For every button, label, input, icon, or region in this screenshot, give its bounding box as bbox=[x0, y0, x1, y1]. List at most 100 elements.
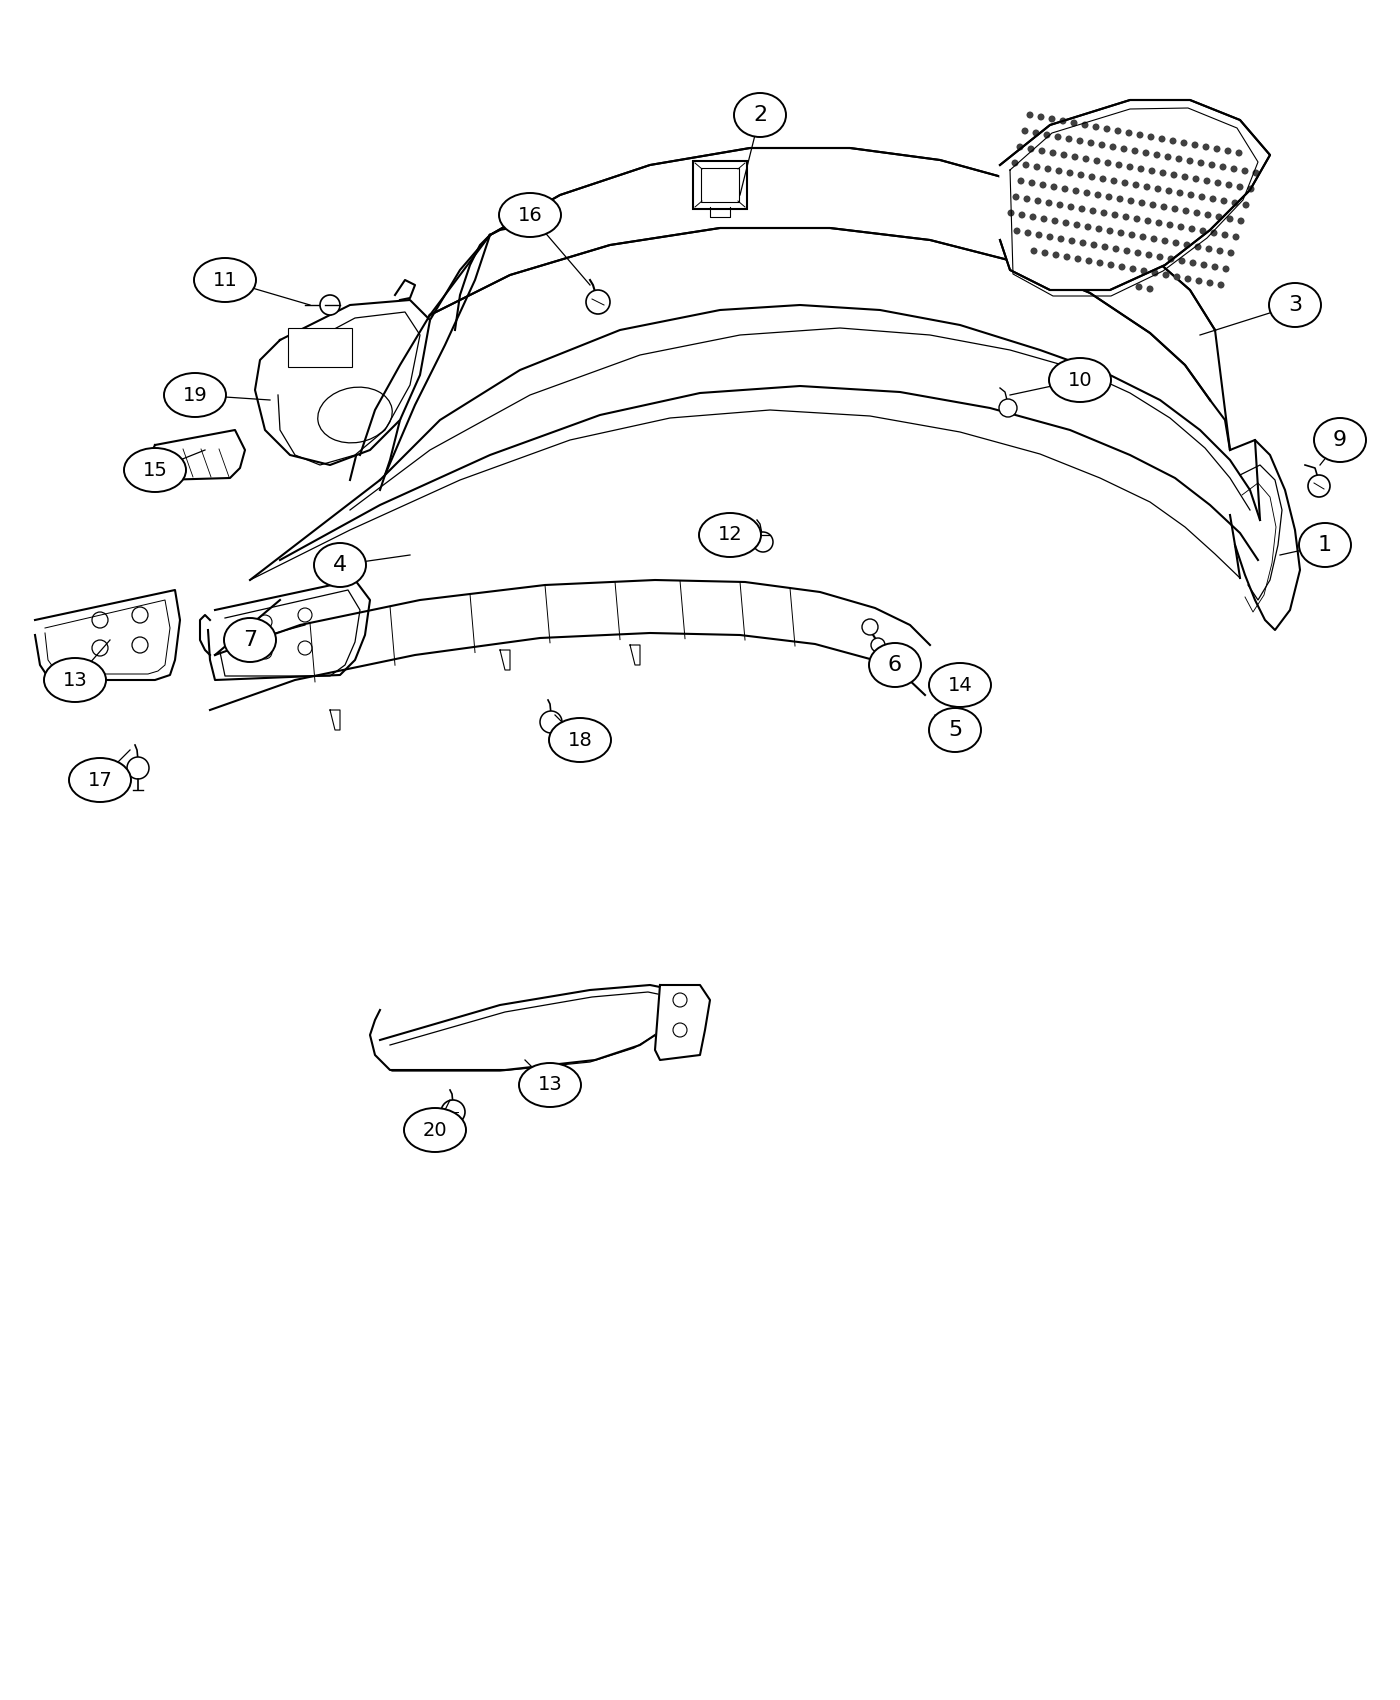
Circle shape bbox=[1191, 141, 1198, 148]
Circle shape bbox=[1145, 252, 1152, 258]
Circle shape bbox=[1096, 260, 1103, 267]
Ellipse shape bbox=[1315, 418, 1366, 462]
Circle shape bbox=[1148, 134, 1155, 141]
Circle shape bbox=[1053, 252, 1060, 258]
Circle shape bbox=[1030, 248, 1037, 255]
Circle shape bbox=[1085, 223, 1092, 231]
Circle shape bbox=[1089, 173, 1095, 180]
Circle shape bbox=[1127, 197, 1134, 204]
Circle shape bbox=[1155, 185, 1162, 192]
Ellipse shape bbox=[164, 372, 225, 416]
Circle shape bbox=[1145, 218, 1151, 224]
Circle shape bbox=[1128, 231, 1135, 238]
Circle shape bbox=[1000, 400, 1016, 416]
Circle shape bbox=[1074, 221, 1081, 228]
Circle shape bbox=[1047, 233, 1053, 240]
Circle shape bbox=[1225, 182, 1232, 189]
Ellipse shape bbox=[43, 658, 106, 702]
Circle shape bbox=[1044, 165, 1051, 172]
Circle shape bbox=[1018, 177, 1025, 185]
Circle shape bbox=[1105, 160, 1112, 167]
Circle shape bbox=[1064, 253, 1071, 260]
Text: 9: 9 bbox=[1333, 430, 1347, 451]
Text: 19: 19 bbox=[182, 386, 207, 405]
Ellipse shape bbox=[498, 194, 561, 236]
Circle shape bbox=[1149, 202, 1156, 209]
Circle shape bbox=[1135, 284, 1142, 291]
Circle shape bbox=[1061, 151, 1067, 158]
Circle shape bbox=[1187, 192, 1194, 199]
Text: 3: 3 bbox=[1288, 296, 1302, 314]
Circle shape bbox=[1035, 197, 1042, 204]
Text: 7: 7 bbox=[244, 631, 258, 649]
Circle shape bbox=[1099, 141, 1106, 148]
Circle shape bbox=[1019, 211, 1025, 219]
Circle shape bbox=[1204, 211, 1211, 219]
Circle shape bbox=[1184, 275, 1191, 282]
Circle shape bbox=[1134, 216, 1141, 223]
Circle shape bbox=[1221, 197, 1228, 204]
Circle shape bbox=[1162, 238, 1169, 245]
Text: 4: 4 bbox=[333, 554, 347, 575]
Circle shape bbox=[1095, 192, 1102, 199]
Circle shape bbox=[1025, 230, 1032, 236]
Circle shape bbox=[1165, 153, 1172, 160]
Circle shape bbox=[1084, 189, 1091, 197]
Circle shape bbox=[1205, 245, 1212, 253]
Circle shape bbox=[1219, 163, 1226, 170]
Circle shape bbox=[1159, 136, 1165, 143]
Circle shape bbox=[1042, 250, 1049, 257]
Circle shape bbox=[1193, 175, 1200, 182]
Text: 17: 17 bbox=[88, 770, 112, 789]
Ellipse shape bbox=[405, 1108, 466, 1153]
Circle shape bbox=[1040, 216, 1047, 223]
Polygon shape bbox=[1000, 100, 1270, 291]
Polygon shape bbox=[148, 430, 245, 479]
FancyBboxPatch shape bbox=[701, 168, 739, 202]
Ellipse shape bbox=[224, 619, 276, 661]
Circle shape bbox=[1247, 185, 1254, 192]
Circle shape bbox=[1193, 209, 1201, 216]
Circle shape bbox=[1116, 162, 1123, 168]
Circle shape bbox=[1054, 134, 1061, 141]
Circle shape bbox=[1123, 214, 1130, 221]
Circle shape bbox=[1151, 270, 1159, 277]
Circle shape bbox=[1176, 189, 1183, 197]
Circle shape bbox=[1204, 177, 1211, 185]
Circle shape bbox=[1102, 243, 1109, 250]
Circle shape bbox=[127, 756, 148, 779]
Circle shape bbox=[1137, 165, 1145, 172]
Circle shape bbox=[1046, 199, 1053, 206]
Text: 15: 15 bbox=[143, 461, 168, 479]
Ellipse shape bbox=[699, 513, 762, 558]
Circle shape bbox=[1308, 474, 1330, 496]
Circle shape bbox=[1133, 182, 1140, 189]
Circle shape bbox=[1089, 207, 1096, 214]
Circle shape bbox=[1078, 206, 1085, 212]
Circle shape bbox=[1200, 228, 1207, 235]
Circle shape bbox=[1023, 196, 1030, 202]
Circle shape bbox=[1026, 112, 1033, 119]
Ellipse shape bbox=[734, 94, 785, 138]
Circle shape bbox=[1106, 194, 1113, 201]
Circle shape bbox=[1060, 117, 1067, 124]
Circle shape bbox=[1109, 143, 1117, 151]
Circle shape bbox=[1081, 121, 1089, 129]
Circle shape bbox=[1082, 155, 1089, 163]
Circle shape bbox=[1238, 218, 1245, 224]
Circle shape bbox=[1228, 250, 1235, 257]
Circle shape bbox=[1033, 129, 1039, 136]
Circle shape bbox=[1162, 272, 1169, 279]
Circle shape bbox=[1144, 184, 1151, 190]
Text: 18: 18 bbox=[567, 731, 592, 750]
Circle shape bbox=[1037, 114, 1044, 121]
Ellipse shape bbox=[930, 707, 981, 751]
Circle shape bbox=[1072, 187, 1079, 194]
Circle shape bbox=[1203, 143, 1210, 151]
Circle shape bbox=[1215, 214, 1222, 221]
Text: 13: 13 bbox=[538, 1076, 563, 1095]
Circle shape bbox=[1057, 236, 1064, 243]
Circle shape bbox=[1056, 168, 1063, 175]
Circle shape bbox=[1231, 165, 1238, 172]
Circle shape bbox=[1168, 255, 1175, 262]
